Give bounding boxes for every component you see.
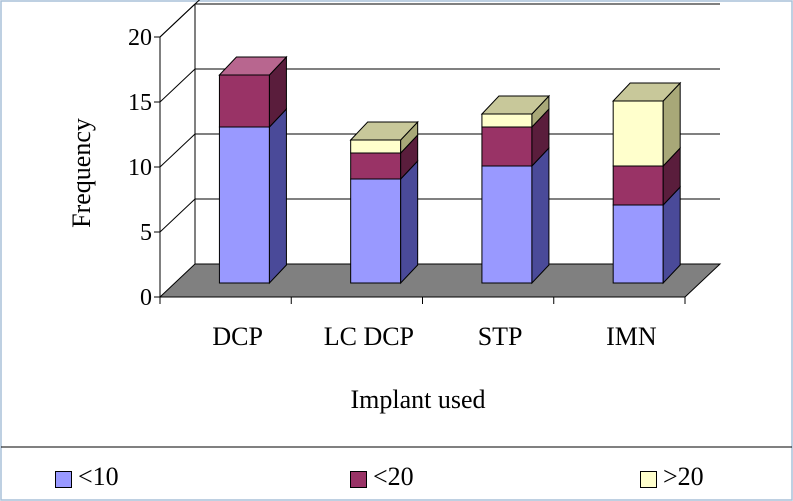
y-tick-label: 20	[128, 25, 152, 51]
bar-top	[480, 95, 551, 115]
legend-swatch	[55, 471, 72, 488]
bar-top	[349, 121, 419, 141]
bar-top	[612, 82, 682, 102]
bar-segment	[612, 165, 664, 206]
legend-item: >20	[640, 462, 704, 492]
legend-label: <10	[78, 462, 119, 491]
legend-swatch	[640, 471, 657, 488]
bar-top	[218, 56, 288, 76]
x-tick-label: DCP	[212, 322, 263, 351]
bar-segment	[218, 74, 270, 128]
legend-item: <20	[350, 462, 414, 492]
bar-segment	[218, 126, 270, 284]
y-tick-label: 5	[140, 220, 152, 246]
bar-segment-side	[400, 159, 419, 285]
legend-label: <20	[373, 462, 414, 491]
side-wall-top	[159, 3, 196, 38]
chart-floor	[158, 263, 722, 298]
y-tick-label: 0	[140, 285, 152, 311]
y-tick-label: 10	[128, 155, 152, 181]
legend-label: >20	[663, 462, 704, 491]
x-tick-label: LC DCP	[324, 322, 414, 351]
side-gridline-5	[159, 198, 196, 233]
side-gridline-15	[159, 68, 196, 103]
x-axis-title: Implant used	[350, 385, 485, 414]
bar-segment	[612, 100, 664, 167]
y-axis-title: Frequency	[67, 118, 96, 228]
bar-segment	[350, 152, 402, 180]
legend-item: <10	[55, 462, 119, 492]
legend-swatch	[350, 471, 367, 488]
bar-group-lc-dcp	[349, 120, 419, 285]
bar-segment	[612, 204, 664, 284]
bar-segment	[481, 165, 533, 284]
side-gridline-10	[159, 133, 196, 168]
bar-segment-side	[268, 107, 287, 285]
bar-group-dcp	[218, 55, 288, 285]
bar-segment	[481, 126, 533, 167]
bar-group-imn	[612, 81, 682, 285]
bar-segment	[350, 139, 402, 154]
bar-segment-side	[531, 146, 550, 285]
x-tick-label: STP	[478, 322, 523, 351]
bar-group-stp	[480, 94, 551, 285]
x-tick-label: IMN	[606, 322, 657, 351]
bar-segment	[481, 113, 533, 128]
y-tick-label: 15	[128, 90, 152, 116]
bar-segment	[350, 178, 402, 284]
